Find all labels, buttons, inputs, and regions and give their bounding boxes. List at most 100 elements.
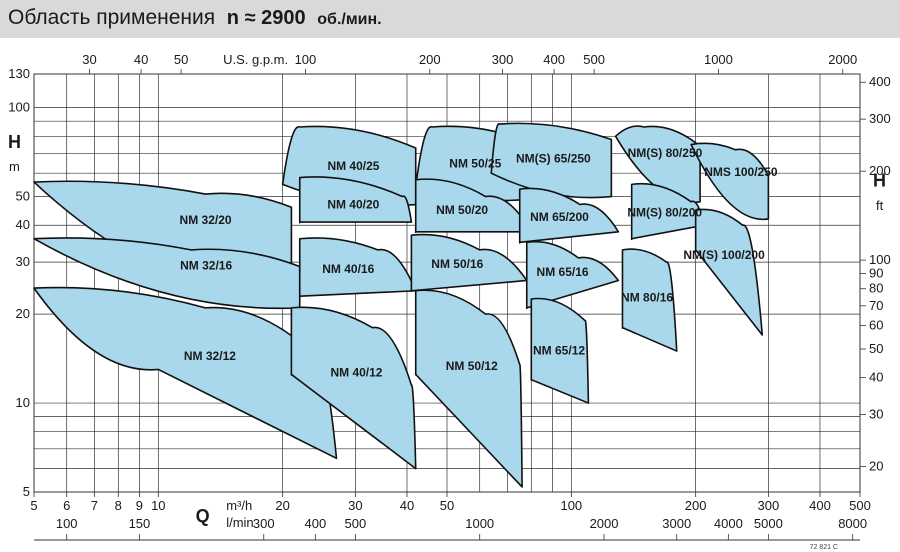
q-tick-label: 300 <box>758 498 780 513</box>
pump-region-label: NM 65/16 <box>537 265 589 279</box>
pump-region <box>518 187 620 244</box>
speed-unit: об./мин. <box>317 11 382 28</box>
pump-region-label: NM 50/25 <box>449 157 501 171</box>
pump-region-label: NM 32/16 <box>180 259 232 273</box>
pump-region <box>298 237 417 298</box>
gpm-tick-label: 500 <box>583 52 605 67</box>
q-tick-label: 7 <box>91 498 98 513</box>
gpm-tick-label: 2000 <box>828 52 857 67</box>
lmin-tick-label: 1000 <box>465 516 494 531</box>
pump-region <box>410 233 528 292</box>
q-tick-label: 20 <box>275 498 289 513</box>
q-tick-label: 6 <box>63 498 70 513</box>
pump-region-label: NM(S) 65/250 <box>516 151 591 165</box>
pump-region <box>530 297 590 404</box>
gpm-tick-label: 40 <box>134 52 148 67</box>
title-bar <box>0 0 900 38</box>
h-m-axis-unit: m <box>9 159 20 174</box>
gpm-tick-label: 50 <box>174 52 188 67</box>
h-ft-tick-label: 100 <box>869 252 891 267</box>
h-m-tick-label: 50 <box>16 189 30 204</box>
h-ft-tick-label: 90 <box>869 266 883 281</box>
q-tick-label: 10 <box>151 498 165 513</box>
gpm-tick-label: 400 <box>543 52 565 67</box>
lmin-tick-label: 8000 <box>838 516 867 531</box>
pump-region <box>614 125 701 204</box>
q-tick-label: 30 <box>348 498 362 513</box>
pump-region-label: NM 80/16 <box>621 291 673 305</box>
h-ft-tick-label: 400 <box>869 74 891 89</box>
title-text: Область применения <box>8 6 216 29</box>
gpm-axis-unit: U.S. g.p.m. <box>223 52 288 67</box>
q-tick-label: 200 <box>685 498 707 513</box>
q-tick-label: 8 <box>115 498 122 513</box>
q-tick-label: 50 <box>440 498 454 513</box>
h-ft-tick-label: 200 <box>869 163 891 178</box>
pump-region <box>414 178 533 234</box>
lmin-tick-label: 500 <box>345 516 367 531</box>
pump-region <box>630 182 706 240</box>
lmin-tick-label: 5000 <box>754 516 783 531</box>
h-m-tick-label: 5 <box>23 484 30 499</box>
pump-region <box>525 240 620 310</box>
figure-code: 72 821 C <box>809 544 838 551</box>
q-tick-label: 100 <box>560 498 582 513</box>
pump-region-label: NM 40/16 <box>322 262 374 276</box>
h-ft-tick-label: 60 <box>869 318 883 333</box>
pump-region <box>290 306 417 470</box>
pump-region-label: NM 50/12 <box>446 359 498 373</box>
h-ft-tick-label: 40 <box>869 370 883 385</box>
h-m-tick-label: 30 <box>16 254 30 269</box>
pump-region <box>414 289 523 488</box>
h-ft-tick-label: 70 <box>869 298 883 313</box>
pump-region <box>621 248 678 352</box>
pump-region <box>694 208 764 336</box>
pump-region-label: NM 50/16 <box>431 257 483 271</box>
h-m-tick-label: 10 <box>16 395 30 410</box>
h-ft-tick-label: 50 <box>869 341 883 356</box>
h-m-tick-label: 130 <box>8 66 30 81</box>
lmin-tick-label: 3000 <box>662 516 691 531</box>
pump-region <box>690 142 770 221</box>
h-ft-tick-label: 20 <box>869 459 883 474</box>
chart-title: Область применения n ≈ 2900 об./мин. <box>8 6 382 30</box>
q-tick-label: 5 <box>30 498 37 513</box>
h-m-tick-label: 20 <box>16 306 30 321</box>
pump-region-label: NM 40/12 <box>330 366 382 380</box>
lmin-axis-unit: l/min <box>226 515 253 530</box>
lmin-tick-label: 400 <box>305 516 327 531</box>
lmin-tick-label: 4000 <box>714 516 743 531</box>
q-tick-label: 400 <box>809 498 831 513</box>
q-axis-unit: m³/h <box>226 498 252 513</box>
gpm-tick-label: 300 <box>492 52 514 67</box>
lmin-tick-label: 100 <box>56 516 78 531</box>
q-tick-label: 9 <box>136 498 143 513</box>
pump-region-label: NM 50/20 <box>436 203 488 217</box>
h-ft-tick-label: 300 <box>869 111 891 126</box>
h-ft-axis-unit: ft <box>876 198 884 213</box>
lmin-tick-label: 150 <box>129 516 151 531</box>
h-ft-tick-label: 80 <box>869 281 883 296</box>
gpm-tick-label: 1000 <box>704 52 733 67</box>
gpm-tick-label: 200 <box>419 52 441 67</box>
pump-region-label: NM 32/20 <box>180 213 232 227</box>
q-tick-label: 40 <box>400 498 414 513</box>
pump-region-label: NM 40/20 <box>327 198 379 212</box>
gpm-tick-label: 100 <box>295 52 317 67</box>
h-m-tick-label: 100 <box>8 100 30 115</box>
h-ft-tick-label: 30 <box>869 407 883 422</box>
pump-region-label: NM 65/200 <box>530 210 589 224</box>
pump-region-label: NM 40/25 <box>327 159 379 173</box>
pump-region-label: NM(S) 100/200 <box>683 248 765 262</box>
lmin-tick-label: 2000 <box>590 516 619 531</box>
pump-region-label: NM(S) 80/200 <box>627 206 702 220</box>
q-axis-symbol: Q <box>196 506 210 526</box>
lmin-tick-label: 300 <box>253 516 275 531</box>
h-ft-axis-symbol: H <box>873 171 886 191</box>
pump-region-label: NM 65/12 <box>533 344 585 358</box>
gpm-tick-label: 30 <box>82 52 96 67</box>
pump-region-label: NMS 100/250 <box>704 165 778 179</box>
pump-region <box>298 176 413 224</box>
pump-region-label: NM(S) 80/250 <box>628 146 703 160</box>
